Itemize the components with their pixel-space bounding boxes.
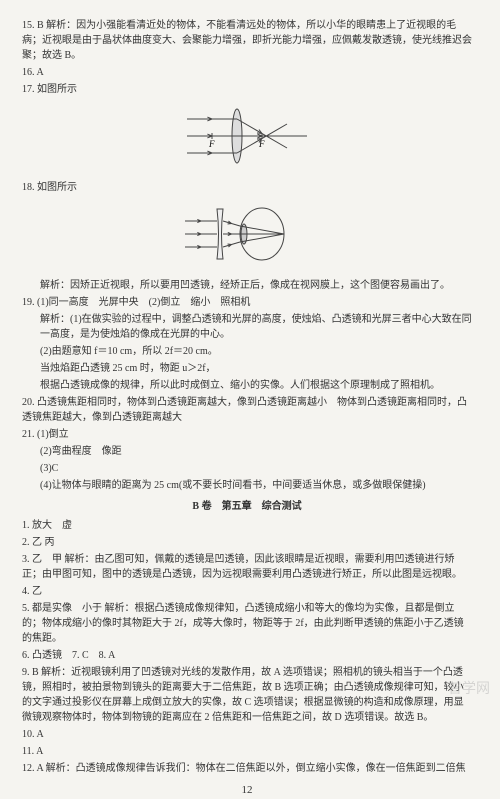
num: 1.	[22, 520, 30, 531]
num8: 8.	[99, 650, 107, 661]
item-21: 21. (1)倒立	[22, 427, 472, 442]
ans: B	[37, 20, 44, 31]
b678: 6. 凸透镜 7. C 8. A	[22, 648, 472, 663]
b1: 1. 放大 虚	[22, 518, 472, 533]
text: A	[36, 746, 43, 757]
b3: 3. 乙 甲 解析：由乙图可知，佩戴的透镜是凹透镜，因此该眼睛是近视眼，需要利用…	[22, 552, 472, 582]
b9: 9. B 解析：近视眼镜利用了凹透镜对光线的发散作用，故 A 选项错误；照相机的…	[22, 665, 472, 725]
text: 如图所示	[37, 182, 77, 193]
item-18: 18. 如图所示	[22, 180, 472, 195]
text: 乙 丙	[32, 537, 55, 548]
num: 2.	[22, 537, 30, 548]
b2: 2. 乙 丙	[22, 535, 472, 550]
item-19-p4: 根据凸透镜成像的规律，所以此时成倒立、缩小的实像。人们根据这个原理制成了照相机。	[22, 378, 472, 393]
b10: 10. A	[22, 727, 472, 742]
item-17: 17. 如图所示	[22, 82, 472, 97]
num: 11.	[22, 746, 34, 757]
item-19: 19. (1)同一高度 光屏中央 (2)倒立 缩小 照相机	[22, 295, 472, 310]
num: 10.	[22, 729, 35, 740]
num: 15.	[22, 20, 35, 31]
b4: 4. 乙	[22, 584, 472, 599]
num: 3.	[22, 554, 30, 565]
text: 放大 虚	[32, 520, 72, 531]
watermark: 普学网	[448, 678, 490, 699]
num: 18.	[22, 182, 35, 193]
ans: A	[36, 763, 43, 774]
explain: 解析：因矫正近视眼，所以要用凹透镜，经矫正后，像成在视网膜上，这个图便容易画出了…	[40, 280, 450, 291]
p1: (1)同一高度 光屏中央 (2)倒立 缩小 照相机	[37, 297, 250, 308]
b5: 5. 都是实像 小于 解析：根据凸透镜成像规律知，凸透镜成缩小和等大的像均为实像…	[22, 601, 472, 646]
b11: 11. A	[22, 744, 472, 759]
num: 19.	[22, 297, 35, 308]
num: 9.	[22, 667, 30, 678]
item-16: 16. A	[22, 65, 472, 80]
t7: C	[82, 650, 89, 661]
num: 20.	[22, 397, 35, 408]
item-20: 20. 凸透镜焦距相同时，物体到凸透镜距离越大，像到凸透镜距离越小 物体到凸透镜…	[22, 395, 472, 425]
p1: (1)倒立	[37, 429, 69, 440]
num: 16.	[22, 67, 35, 78]
num: 12.	[22, 763, 35, 774]
num: 4.	[22, 586, 30, 597]
t6: 凸透镜	[32, 650, 62, 661]
text: 乙	[32, 586, 42, 597]
explain: 解析：因为小强能看清近处的物体，不能看清远处的物体，所以小华的眼睛患上了近视眼的…	[22, 20, 472, 61]
num: 17.	[22, 84, 35, 95]
figure-17: FF	[22, 101, 472, 176]
item-19-explain: 解析：(1)在做实验的过程中，调整凸透镜和光屏的高度，使烛焰、凸透镜和光屏三者中…	[22, 312, 472, 342]
text: 凸透镜焦距相同时，物体到凸透镜距离越大，像到凸透镜距离越小 物体到凸透镜距离相同…	[22, 397, 467, 423]
svg-text:F: F	[208, 139, 215, 149]
explain: 解析：由乙图可知，佩戴的透镜是凹透镜，因此该眼睛是近视眼，需要利用凹透镜进行矫正…	[22, 554, 462, 580]
ans: 都是实像 小于	[32, 603, 102, 614]
t8: A	[108, 650, 115, 661]
num: 21.	[22, 429, 35, 440]
num6: 6.	[22, 650, 30, 661]
text: A	[36, 729, 43, 740]
text: 如图所示	[37, 84, 77, 95]
num: 5.	[22, 603, 30, 614]
explain: 解析：近视眼镜利用了凹透镜对光线的发散作用，故 A 选项错误；照相机的镜头相当于…	[22, 667, 464, 723]
item-15: 15. B 解析：因为小强能看清近处的物体，不能看清远处的物体，所以小华的眼睛患…	[22, 18, 472, 63]
item-19-p3: 当烛焰距凸透镜 25 cm 时，物距 u＞2f，	[22, 361, 472, 376]
item-21-p2: (2)弯曲程度 像距	[22, 444, 472, 459]
explain: 解析：凸透镜成像规律告诉我们：物体在二倍焦距以外，倒立缩小实像，像在一倍焦距到二…	[46, 763, 466, 774]
item-19-p2: (2)由题意知 f＝10 cm，所以 2f＝20 cm。	[22, 344, 472, 359]
item-21-p4: (4)让物体与眼睛的距离为 25 cm(或不要长时间看书，中间要适当休息，或多做…	[22, 478, 472, 493]
ans: B	[32, 667, 39, 678]
page-number: 12	[22, 782, 472, 799]
figure-18	[22, 199, 472, 274]
section-b-title: B 卷 第五章 综合测试	[22, 499, 472, 514]
item-18-explain: 解析：因矫正近视眼，所以要用凹透镜，经矫正后，像成在视网膜上，这个图便容易画出了…	[22, 278, 472, 293]
item-21-p3: (3)C	[22, 461, 472, 476]
ans: 乙 甲	[32, 554, 62, 565]
b12: 12. A 解析：凸透镜成像规律告诉我们：物体在二倍焦距以外，倒立缩小实像，像在…	[22, 761, 472, 776]
ans: A	[36, 67, 43, 78]
num7: 7.	[72, 650, 80, 661]
